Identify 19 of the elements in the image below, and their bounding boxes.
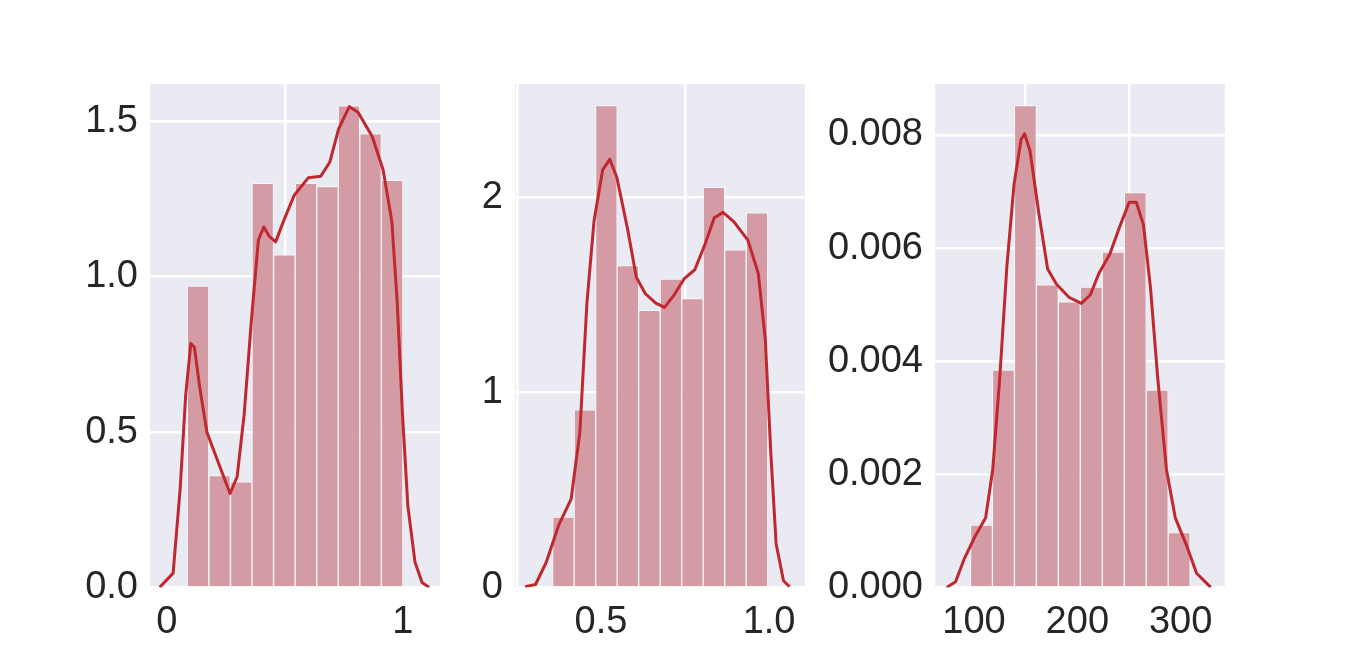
y-tick-label: 0.0	[85, 563, 138, 606]
y-tick-label: 0.008	[827, 111, 923, 154]
y-tick-label: 0	[481, 563, 503, 606]
x-tick-label: 1.0	[742, 598, 796, 641]
x-tick-label: 1	[392, 598, 414, 641]
y-tick-label: 0.004	[827, 337, 923, 380]
x-tick-label: 0.5	[574, 598, 628, 641]
y-tick-label: 0.5	[85, 408, 138, 451]
y-tick-label: 2	[481, 173, 503, 216]
x-tick-label: 200	[1045, 598, 1110, 641]
y-tick-label: 0.000	[827, 563, 923, 606]
x-tick-label: 100	[942, 598, 1006, 641]
y-tick-label: 0.002	[827, 450, 923, 493]
y-tick-label: 1.0	[85, 253, 138, 296]
x-tick-label: 300	[1148, 598, 1213, 641]
y-tick-label: 1.5	[85, 97, 138, 140]
y-tick-label: 1	[481, 368, 503, 411]
y-tick-label: 0.006	[827, 224, 923, 267]
x-tick-label: 0	[156, 598, 178, 641]
